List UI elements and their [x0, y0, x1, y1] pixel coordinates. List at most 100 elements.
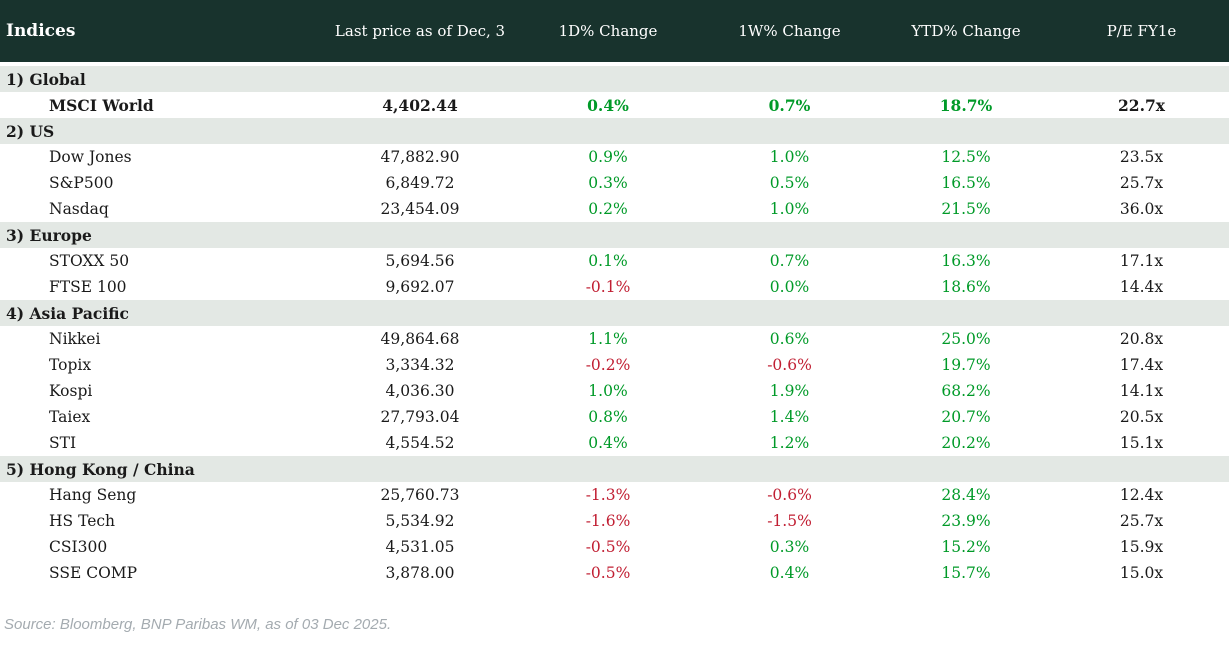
index-row: FTSE 100 9,692.07 -0.1% 0.0% 18.6% 14.4x [0, 274, 1229, 300]
pe-fy1e-cell: 23.5x [1054, 144, 1229, 170]
index-name-cell: SSE COMP [0, 560, 325, 586]
change-1w-cell: -0.6% [701, 482, 878, 508]
change-ytd-cell: 23.9% [878, 508, 1054, 534]
change-ytd-cell: 18.7% [878, 92, 1054, 118]
change-1w-cell: 0.7% [701, 92, 878, 118]
change-1w-cell: 0.5% [701, 170, 878, 196]
change-ytd-cell: 20.7% [878, 404, 1054, 430]
table-header: Indices Last price as of Dec, 3 1D% Chan… [0, 0, 1229, 66]
pe-fy1e-cell: 15.9x [1054, 534, 1229, 560]
change-1d-cell: 0.4% [515, 430, 701, 456]
pe-fy1e-cell: 20.5x [1054, 404, 1229, 430]
section-label: 4) Asia Pacific [0, 300, 1229, 326]
index-name-cell: Hang Seng [0, 482, 325, 508]
section-label: 3) Europe [0, 222, 1229, 248]
change-1w-cell: 0.4% [701, 560, 878, 586]
indices-table: Indices Last price as of Dec, 3 1D% Chan… [0, 0, 1229, 586]
last-price-cell: 6,849.72 [325, 170, 515, 196]
last-price-cell: 27,793.04 [325, 404, 515, 430]
change-ytd-cell: 18.6% [878, 274, 1054, 300]
last-price-cell: 5,534.92 [325, 508, 515, 534]
change-ytd-cell: 15.7% [878, 560, 1054, 586]
index-row: S&P500 6,849.72 0.3% 0.5% 16.5% 25.7x [0, 170, 1229, 196]
change-1d-cell: 0.9% [515, 144, 701, 170]
change-1d-cell: 0.4% [515, 92, 701, 118]
change-1w-cell: -0.6% [701, 352, 878, 378]
change-1w-cell: 1.4% [701, 404, 878, 430]
change-1d-cell: 0.8% [515, 404, 701, 430]
section-row: 3) Europe [0, 222, 1229, 248]
section-label: 2) US [0, 118, 1229, 144]
section-label: 1) Global [0, 64, 1229, 92]
last-price-cell: 3,878.00 [325, 560, 515, 586]
change-ytd-cell: 21.5% [878, 196, 1054, 222]
change-ytd-cell: 28.4% [878, 482, 1054, 508]
index-row: Taiex 27,793.04 0.8% 1.4% 20.7% 20.5x [0, 404, 1229, 430]
pe-fy1e-cell: 25.7x [1054, 170, 1229, 196]
change-ytd-cell: 19.7% [878, 352, 1054, 378]
index-name-cell: Nasdaq [0, 196, 325, 222]
column-header-last-price: Last price as of Dec, 3 [325, 0, 515, 66]
pe-fy1e-cell: 15.1x [1054, 430, 1229, 456]
change-1d-cell: 0.2% [515, 196, 701, 222]
pe-fy1e-cell: 17.1x [1054, 248, 1229, 274]
change-1w-cell: 1.2% [701, 430, 878, 456]
change-1d-cell: -0.2% [515, 352, 701, 378]
change-1d-cell: -0.5% [515, 560, 701, 586]
change-1w-cell: 0.0% [701, 274, 878, 300]
index-name-cell: Nikkei [0, 326, 325, 352]
pe-fy1e-cell: 12.4x [1054, 482, 1229, 508]
index-row: Hang Seng 25,760.73 -1.3% -0.6% 28.4% 12.4x [0, 482, 1229, 508]
change-ytd-cell: 15.2% [878, 534, 1054, 560]
index-row: Nikkei 49,864.68 1.1% 0.6% 25.0% 20.8x [0, 326, 1229, 352]
index-row: Topix 3,334.32 -0.2% -0.6% 19.7% 17.4x [0, 352, 1229, 378]
change-1w-cell: 1.9% [701, 378, 878, 404]
index-name-cell: CSI300 [0, 534, 325, 560]
last-price-cell: 47,882.90 [325, 144, 515, 170]
pe-fy1e-cell: 17.4x [1054, 352, 1229, 378]
section-label: 5) Hong Kong / China [0, 456, 1229, 482]
change-1d-cell: -1.3% [515, 482, 701, 508]
column-header-1w-change: 1W% Change [701, 0, 878, 66]
change-ytd-cell: 12.5% [878, 144, 1054, 170]
index-name-cell: S&P500 [0, 170, 325, 196]
index-row: STI 4,554.52 0.4% 1.2% 20.2% 15.1x [0, 430, 1229, 456]
index-name-cell: Kospi [0, 378, 325, 404]
last-price-cell: 23,454.09 [325, 196, 515, 222]
pe-fy1e-cell: 14.4x [1054, 274, 1229, 300]
last-price-cell: 4,554.52 [325, 430, 515, 456]
index-row: SSE COMP 3,878.00 -0.5% 0.4% 15.7% 15.0x [0, 560, 1229, 586]
section-row: 4) Asia Pacific [0, 300, 1229, 326]
last-price-cell: 5,694.56 [325, 248, 515, 274]
index-name-cell: Taiex [0, 404, 325, 430]
section-row: 5) Hong Kong / China [0, 456, 1229, 482]
change-ytd-cell: 25.0% [878, 326, 1054, 352]
change-1w-cell: 1.0% [701, 144, 878, 170]
section-row: 2) US [0, 118, 1229, 144]
index-row: Nasdaq 23,454.09 0.2% 1.0% 21.5% 36.0x [0, 196, 1229, 222]
change-1d-cell: -1.6% [515, 508, 701, 534]
change-ytd-cell: 68.2% [878, 378, 1054, 404]
last-price-cell: 3,334.32 [325, 352, 515, 378]
index-row: HS Tech 5,534.92 -1.6% -1.5% 23.9% 25.7x [0, 508, 1229, 534]
pe-fy1e-cell: 14.1x [1054, 378, 1229, 404]
column-header-pe-fy1e: P/E FY1e [1054, 0, 1229, 66]
change-1d-cell: 1.0% [515, 378, 701, 404]
index-row: Dow Jones 47,882.90 0.9% 1.0% 12.5% 23.5x [0, 144, 1229, 170]
change-ytd-cell: 16.3% [878, 248, 1054, 274]
change-1d-cell: 0.1% [515, 248, 701, 274]
last-price-cell: 4,402.44 [325, 92, 515, 118]
change-1w-cell: 1.0% [701, 196, 878, 222]
index-name-cell: HS Tech [0, 508, 325, 534]
pe-fy1e-cell: 22.7x [1054, 92, 1229, 118]
change-1d-cell: 0.3% [515, 170, 701, 196]
change-1d-cell: -0.5% [515, 534, 701, 560]
change-1d-cell: -0.1% [515, 274, 701, 300]
source-note: Source: Bloomberg, BNP Paribas WM, as of… [4, 616, 392, 633]
index-row: MSCI World 4,402.44 0.4% 0.7% 18.7% 22.7x [0, 92, 1229, 118]
index-name-cell: STOXX 50 [0, 248, 325, 274]
last-price-cell: 9,692.07 [325, 274, 515, 300]
index-row: STOXX 50 5,694.56 0.1% 0.7% 16.3% 17.1x [0, 248, 1229, 274]
column-header-ytd-change: YTD% Change [878, 0, 1054, 66]
change-ytd-cell: 16.5% [878, 170, 1054, 196]
